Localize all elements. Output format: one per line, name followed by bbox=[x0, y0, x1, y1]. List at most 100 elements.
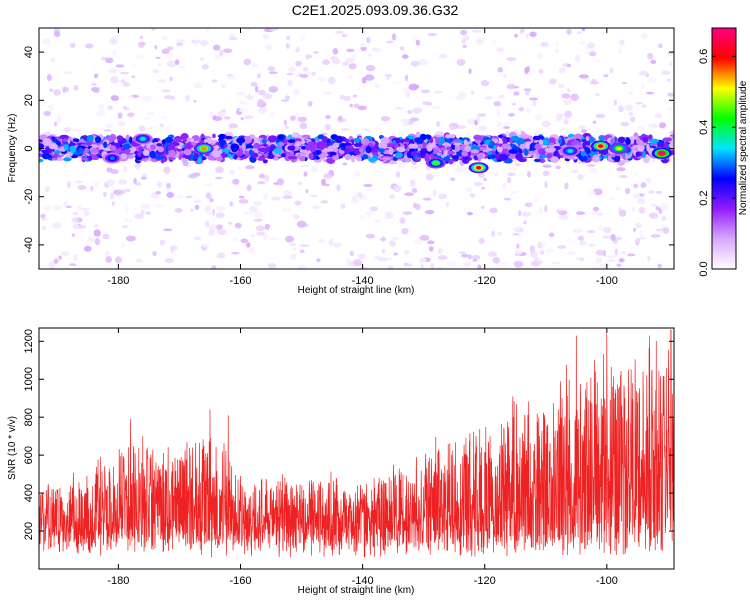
spectrogram-cell bbox=[467, 118, 475, 125]
spectrogram-cell bbox=[269, 111, 276, 118]
spectrogram-cell bbox=[303, 171, 308, 177]
spectrogram-cell bbox=[486, 148, 493, 152]
spectrogram-cell bbox=[452, 155, 459, 160]
snr-x-ticks: -180 -160 -140 -120 -100 bbox=[107, 328, 618, 587]
spectrogram-cell bbox=[472, 258, 478, 262]
spectrogram-cell bbox=[482, 177, 488, 181]
spectrogram-cell bbox=[230, 143, 240, 152]
spectrogram-cell bbox=[53, 31, 61, 38]
spectrogram-cell bbox=[197, 156, 202, 164]
spectrogram-cell bbox=[293, 246, 297, 252]
spectrogram-cell bbox=[123, 148, 131, 154]
spectrogram-cell bbox=[624, 188, 631, 195]
spectrogram-cell bbox=[633, 183, 639, 189]
spectrogram-cell bbox=[146, 112, 155, 115]
spectrogram-cell bbox=[277, 134, 285, 140]
spectrogram-cell bbox=[473, 134, 482, 141]
spectrogram-cell bbox=[62, 87, 70, 92]
spectrogram-cell bbox=[641, 104, 647, 109]
spectrogram-cell bbox=[579, 41, 586, 45]
spectrogram-cell bbox=[388, 147, 394, 156]
spectrogram-cell bbox=[669, 130, 674, 136]
spectrogram-hotspot bbox=[201, 146, 207, 151]
spectrogram-cell bbox=[382, 156, 392, 161]
spectrogram-cell bbox=[346, 257, 352, 265]
spectrogram-cell bbox=[353, 259, 363, 267]
spectrogram-cell bbox=[519, 28, 526, 32]
spectrogram-cell bbox=[618, 105, 624, 113]
spectrogram-cell bbox=[496, 231, 503, 236]
spectrogram-cell bbox=[93, 182, 99, 188]
spectrogram-cell bbox=[137, 41, 146, 46]
spectrogram-cell bbox=[357, 105, 368, 111]
colorbar-tick-label: 0.0 bbox=[698, 261, 710, 276]
spectrogram-cell bbox=[262, 232, 269, 241]
spectrogram-cell bbox=[365, 145, 372, 154]
spectrogram-cell bbox=[366, 214, 371, 220]
spectrogram-cell bbox=[332, 242, 342, 248]
spectrogram-cell bbox=[436, 121, 441, 128]
spectrogram-cell bbox=[647, 52, 654, 60]
spectrogram-cell bbox=[215, 224, 223, 231]
spectrogram-cell bbox=[51, 136, 56, 140]
spectrogram-cell bbox=[391, 237, 400, 241]
spectrogram-cell bbox=[617, 136, 626, 144]
spectrogram-cell bbox=[461, 150, 468, 157]
spectrogram-cell bbox=[127, 112, 135, 118]
spectrogram-cell bbox=[523, 148, 529, 156]
spectrogram-cell bbox=[514, 162, 521, 167]
spectrogram-cell bbox=[496, 145, 503, 153]
spectrogram-cell bbox=[157, 79, 167, 83]
spectrogram-cell bbox=[268, 86, 278, 93]
spectrogram-cell bbox=[94, 73, 99, 78]
spectrogram-cell bbox=[140, 209, 145, 216]
spectrogram-cell bbox=[216, 252, 226, 259]
spectrogram-cell bbox=[77, 185, 87, 190]
spectrogram-cell bbox=[513, 91, 520, 96]
spectrogram-cell bbox=[282, 207, 290, 213]
spectrogram-cell bbox=[295, 74, 299, 77]
spectrogram-hotspot bbox=[597, 144, 604, 148]
spectrogram-cell bbox=[253, 137, 258, 142]
spectrogram-cell bbox=[193, 152, 200, 159]
spectrogram-cell bbox=[558, 67, 566, 74]
spectrogram-cell bbox=[297, 181, 303, 186]
spectrogram-cell bbox=[404, 90, 411, 98]
spectrogram-cell bbox=[480, 80, 490, 87]
spectrogram-cell bbox=[472, 29, 482, 33]
x-tick-label: -180 bbox=[107, 275, 129, 287]
spectrogram-cell bbox=[572, 228, 583, 234]
spectrogram-cell bbox=[86, 237, 96, 243]
spectrogram-cell bbox=[122, 219, 133, 222]
spectrogram-cell bbox=[91, 147, 98, 154]
spectrogram-hotspot bbox=[567, 149, 574, 153]
spectrogram-cell bbox=[343, 95, 352, 102]
spectrogram-cell bbox=[317, 77, 327, 82]
spectrogram-cell bbox=[289, 115, 296, 121]
spectrogram-cell bbox=[42, 38, 51, 45]
spectrogram-cell bbox=[588, 168, 599, 175]
colorbar-tick-label: 0.2 bbox=[698, 190, 710, 205]
spectrogram-cell bbox=[580, 129, 587, 134]
spectrogram-cell bbox=[428, 246, 434, 252]
spectrogram-cell bbox=[183, 148, 192, 156]
spectrogram-cell bbox=[145, 211, 152, 216]
spectrogram-cell bbox=[498, 153, 508, 161]
spectrogram-cell bbox=[324, 123, 331, 131]
spectrogram-cell bbox=[284, 95, 290, 101]
spectrogram-cell bbox=[660, 203, 669, 211]
spectrogram-cell bbox=[456, 58, 466, 66]
spectrogram-cell bbox=[433, 90, 443, 94]
spectrogram-cell bbox=[473, 181, 483, 187]
spectrogram-cell bbox=[255, 225, 266, 232]
spectrogram-cell bbox=[344, 153, 352, 161]
spectrogram-cell bbox=[180, 133, 189, 141]
spectrogram-cell bbox=[421, 142, 427, 149]
spectrogram-cell bbox=[122, 82, 130, 87]
spectrogram-cell bbox=[579, 148, 585, 152]
spectrogram-cell bbox=[613, 99, 617, 106]
spectrogram-cell bbox=[190, 208, 194, 212]
spectrogram-cell bbox=[125, 235, 136, 242]
spectrogram-cell bbox=[499, 50, 504, 56]
